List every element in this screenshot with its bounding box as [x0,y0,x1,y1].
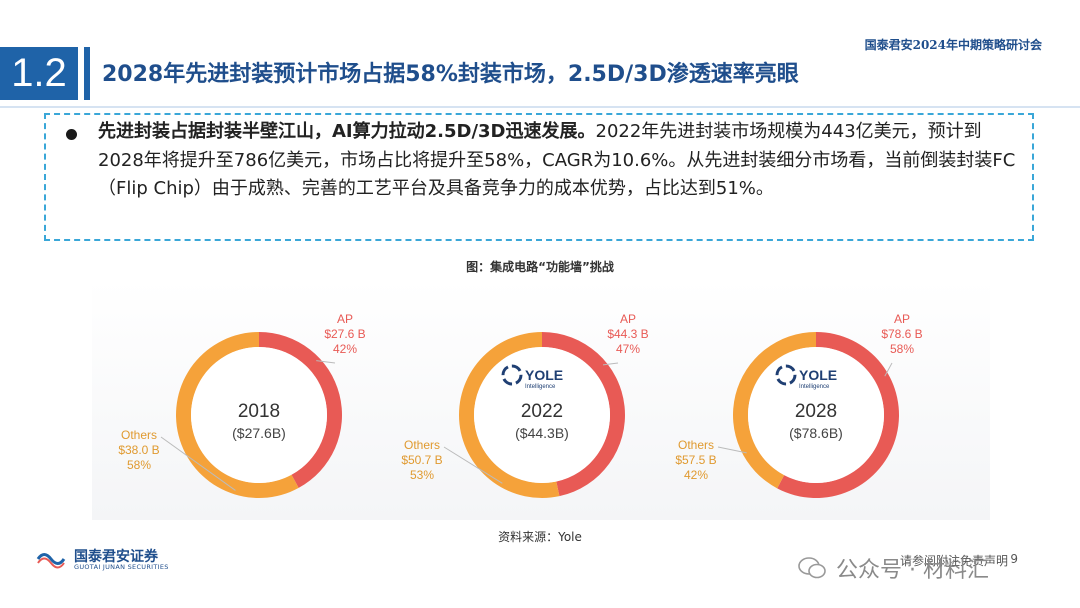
center-total-label: ($78.6B) [789,425,843,441]
wechat-icon [798,557,826,579]
ap-value-label: $44.3 B [607,327,648,341]
donut-slice-ap [777,332,900,499]
figure-source: 资料来源：Yole [498,530,582,544]
donut-slice-ap [259,332,342,488]
ap-percent-label: 58% [890,342,914,356]
summary-text: 先进封装占据封装半壁江山，AI算力拉动2.5D/3D迅速发展。2022年先进封装… [98,118,1016,204]
donut-slice-others [459,332,560,498]
ap-percent-label: 47% [616,342,640,356]
yole-logo-sub: Intelligence [525,384,556,390]
ap-category-label: AP [337,312,353,326]
others-leader-line [443,446,503,484]
center-year-label: 2022 [521,401,563,422]
header-divider [0,106,1080,108]
page-number: 9 [1010,552,1018,566]
ap-leader-line [316,360,336,364]
yole-logo-text: YOLE [525,367,563,383]
ap-value-label: $27.6 B [324,327,365,341]
donut-slice-others [733,332,816,489]
ap-percent-label: 42% [333,342,357,356]
yole-logo-icon [775,364,797,386]
others-leader-line [160,436,236,491]
watermark-text: 公众号 · 材料汇 [836,558,989,583]
center-year-label: 2028 [795,401,837,422]
ap-leader-line [884,362,893,377]
donut-hole [191,347,327,483]
ap-leader-line [602,362,619,366]
company-name-en: GUOTAI JUNAN SECURITIES [74,563,169,571]
ap-value-label: $78.6 B [881,327,922,341]
figure-caption: 图：集成电路“功能墙”挑战 [466,260,614,274]
title-accent-bar [84,47,90,100]
center-year-label: 2018 [238,401,280,422]
page-title: 2028年先进封装预计市场占据58%封装市场，2.5D/3D渗透速率亮眼 [102,62,799,87]
section-number: 1.2 [0,47,78,100]
center-total-label: ($44.3B) [515,425,569,441]
summary-body: 2022年先进封装市场规模为443亿美元，预计到2028年将提升至786亿美元，… [98,121,1016,199]
disclaimer-text: 请参阅附注免责声明 [899,554,1008,568]
yole-logo-sub: Intelligence [799,384,830,390]
others-value-label: $50.7 B [401,453,442,467]
others-value-label: $57.5 B [675,453,716,467]
summary-bold: 先进封装占据封装半壁江山，AI算力拉动2.5D/3D迅速发展。 [98,121,596,142]
yole-logo-icon [501,364,523,386]
donut-slice-others [175,331,299,498]
event-title: 国泰君安2024年中期策略研讨会 [864,38,1042,52]
ap-category-label: AP [894,312,910,326]
others-category-label: Others [404,438,440,452]
donut-hole [748,347,884,483]
others-percent-label: 58% [127,458,151,472]
others-category-label: Others [678,438,714,452]
others-leader-line [717,446,747,454]
others-value-label: $38.0 B [118,443,159,457]
summary-box: 先进封装占据封装半壁江山，AI算力拉动2.5D/3D迅速发展。2022年先进封装… [44,113,1034,241]
others-percent-label: 42% [684,468,708,482]
donut-hole [474,347,610,483]
donut-slice-ap [542,332,626,497]
ap-category-label: AP [620,312,636,326]
company-name-cn: 国泰君安证券 [74,549,158,565]
company-logo-icon [36,553,66,569]
others-percent-label: 53% [410,468,434,482]
bullet-icon [66,129,77,140]
center-total-label: ($27.6B) [232,425,286,441]
others-category-label: Others [121,428,157,442]
yole-logo-text: YOLE [799,367,837,383]
